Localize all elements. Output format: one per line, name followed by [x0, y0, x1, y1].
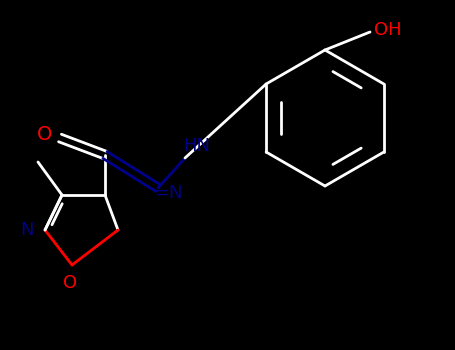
Text: O: O — [37, 125, 53, 144]
Text: OH: OH — [374, 21, 402, 39]
Text: =N: =N — [154, 184, 182, 202]
Text: N: N — [20, 221, 34, 239]
Text: HN: HN — [183, 137, 211, 155]
Text: O: O — [63, 274, 77, 292]
